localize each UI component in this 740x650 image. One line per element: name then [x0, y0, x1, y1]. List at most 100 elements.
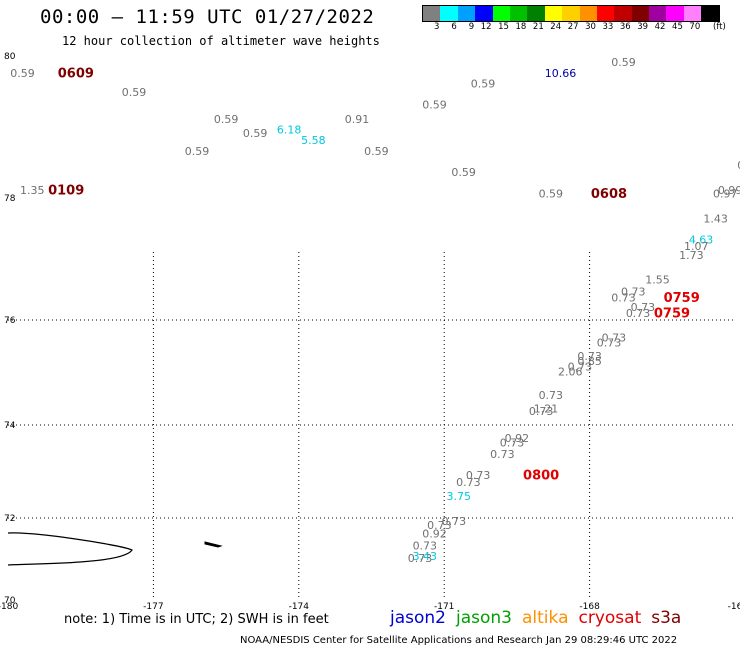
- wave-height-value: 0.59: [611, 56, 636, 69]
- wave-height-value: 6.18: [277, 124, 302, 137]
- wave-height-value: 1.55: [645, 273, 670, 286]
- wave-height-value: 0.85: [577, 355, 602, 368]
- wave-height-value: 0.89: [737, 159, 740, 172]
- legend-label: 70: [689, 22, 701, 32]
- legend-label: 9: [468, 22, 475, 32]
- legend-label: 6: [451, 22, 457, 32]
- pass-time-label: 0608: [591, 187, 627, 202]
- legend-swatch: [596, 6, 615, 21]
- observation-labels: 0.59 0609 0.59 0.59 6.185.58 0.91 0.59 0.59 10.6…: [10, 56, 740, 565]
- wave-height-value: 0.59: [185, 145, 210, 158]
- wave-height-value: 0.73: [500, 437, 525, 450]
- legend-swatch: [579, 6, 597, 21]
- legend-swatch: [440, 6, 458, 21]
- wave-height-value: 1.21: [534, 402, 559, 415]
- coastline: [7, 532, 133, 566]
- color-scale-legend: [422, 5, 720, 22]
- wave-height-value: 0.73: [408, 552, 433, 565]
- legend-swatch: [701, 6, 719, 21]
- island-outline: [204, 541, 223, 548]
- wave-height-value: 0.73: [626, 307, 651, 320]
- wave-height-value: 0.92: [505, 432, 530, 445]
- wave-height-value: 0.73: [490, 448, 515, 461]
- legend-swatch: [562, 6, 580, 21]
- legend-label: 42: [654, 22, 666, 32]
- legend-swatch: [527, 6, 545, 21]
- legend-label: 3: [433, 22, 440, 32]
- wave-height-value: 0.59: [451, 166, 476, 179]
- latitude-label: 78: [4, 194, 16, 204]
- credit-line: NOAA/NESDIS Center for Satellite Applica…: [240, 635, 678, 646]
- latitude-label: 74: [4, 421, 16, 431]
- wave-height-value: 0.59: [364, 145, 389, 158]
- wave-height-value: 0.73: [621, 286, 646, 299]
- latitude-label: 76: [4, 316, 16, 326]
- legend-label: 30: [585, 22, 596, 32]
- wave-height-value: 0.73: [597, 337, 622, 350]
- wave-height-value: 0.59: [471, 77, 496, 90]
- wave-height-value: 0.99: [718, 184, 740, 197]
- legend-label: 33: [602, 22, 614, 32]
- pass-time-label: 0759: [654, 306, 690, 321]
- legend-swatch: [475, 6, 493, 21]
- wave-height-value: 0.97: [713, 187, 738, 200]
- satellite-altika: altika: [522, 608, 569, 628]
- wave-height-value: 0.73: [568, 360, 593, 373]
- wave-height-value: 0.73: [466, 469, 491, 482]
- pass-time-label: 0800: [523, 469, 559, 484]
- wave-height-value: 0.73: [577, 350, 602, 363]
- wave-height-value: 5.58: [301, 134, 326, 147]
- legend-label: 15: [498, 22, 509, 32]
- longitude-label: -174: [289, 602, 310, 612]
- legend-label: 24: [550, 22, 562, 32]
- satellite-jason3: jason3: [456, 608, 512, 628]
- longitude-label: -177: [143, 602, 163, 612]
- color-scale-labels: 3 6 9 12 15 18 21 24 27 30 33 36 39 42 45 70: [422, 22, 718, 32]
- legend-swatch: [666, 6, 684, 21]
- wave-height-value: 0.91: [345, 113, 370, 126]
- wave-height-value: 0.92: [422, 527, 447, 540]
- legend-unit: (ft): [713, 22, 726, 32]
- wave-height-value: 1.35: [20, 184, 45, 197]
- wave-height-value: 1.73: [679, 249, 704, 262]
- map-title: 00:00 — 11:59 UTC 01/27/2022: [40, 6, 375, 28]
- longitude-label: -168: [579, 602, 600, 612]
- wave-height-value: 3.75: [446, 490, 471, 503]
- wave-height-value: 3.43: [413, 550, 438, 563]
- longitude-label: -171: [434, 602, 454, 612]
- satellite-legend: jason2 jason3 altika cryosat s3a: [390, 608, 691, 628]
- wave-height-value: 10.66: [545, 67, 577, 80]
- wave-height-value: 0.59: [243, 127, 268, 140]
- legend-label: 21: [532, 22, 544, 32]
- latitude-label: 70: [4, 596, 16, 606]
- satellite-s3a: s3a: [651, 608, 682, 628]
- wave-height-value: 0.73: [631, 301, 656, 314]
- latitude-label: 80: [4, 52, 16, 62]
- legend-label: 36: [619, 22, 631, 32]
- legend-swatch: [544, 6, 563, 21]
- legend-swatch: [649, 6, 667, 21]
- legend-label: 27: [567, 22, 579, 32]
- latitude-label: 72: [4, 514, 15, 524]
- wave-height-value: 0.73: [529, 405, 554, 418]
- wave-height-value: 0.59: [422, 99, 447, 112]
- wave-height-value: 0.73: [413, 540, 438, 553]
- legend-swatch: [492, 6, 510, 21]
- wave-height-value: 0.73: [602, 331, 627, 344]
- legend-swatch: [509, 6, 528, 21]
- wave-height-value: 0.59: [10, 67, 35, 80]
- satellite-cryosat: cryosat: [578, 608, 642, 628]
- wave-height-value: 0.59: [539, 187, 564, 200]
- pass-time-label: 0759: [664, 291, 700, 306]
- wave-height-value: 0.73: [611, 292, 636, 305]
- footnote: note: 1) Time is in UTC; 2) SWH is in fe…: [64, 612, 329, 627]
- legend-label: 18: [515, 22, 527, 32]
- wave-height-value: 0.73: [539, 389, 564, 402]
- legend-label: 45: [672, 22, 683, 32]
- legend-label: 12: [480, 22, 492, 32]
- wave-height-value: 1.07: [684, 240, 709, 253]
- pass-time-label: 0609: [58, 66, 94, 81]
- map-subtitle: 12 hour collection of altimeter wave hei…: [62, 34, 380, 48]
- satellite-jason2: jason2: [390, 608, 446, 628]
